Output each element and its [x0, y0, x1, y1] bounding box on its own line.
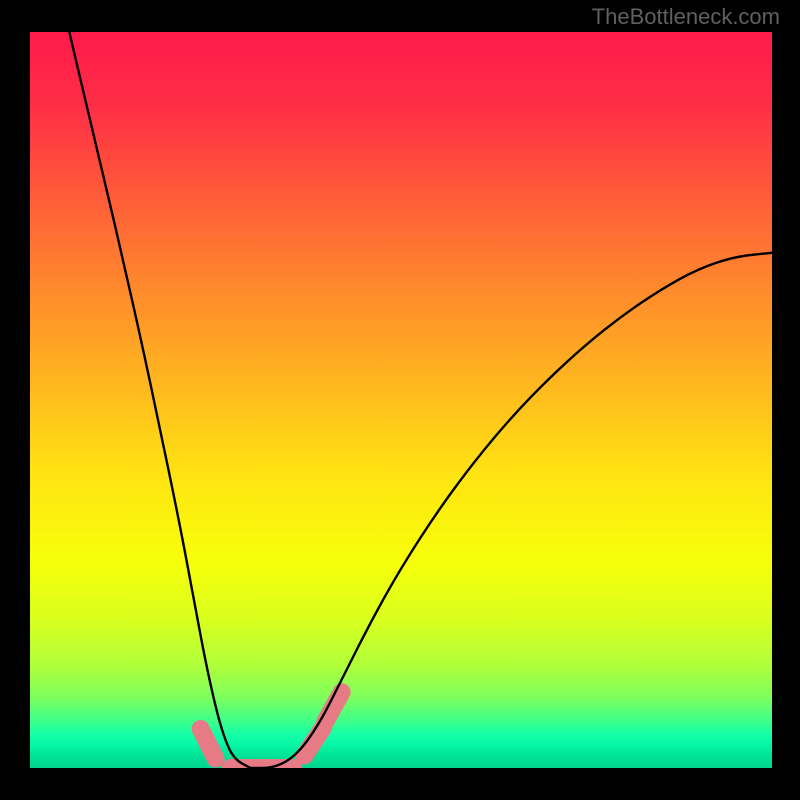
plot-area	[30, 32, 772, 768]
gradient-background	[30, 32, 772, 768]
watermark-text: TheBottleneck.com	[592, 4, 780, 30]
chart-container: { "watermark": { "text": "TheBottleneck.…	[0, 0, 800, 800]
